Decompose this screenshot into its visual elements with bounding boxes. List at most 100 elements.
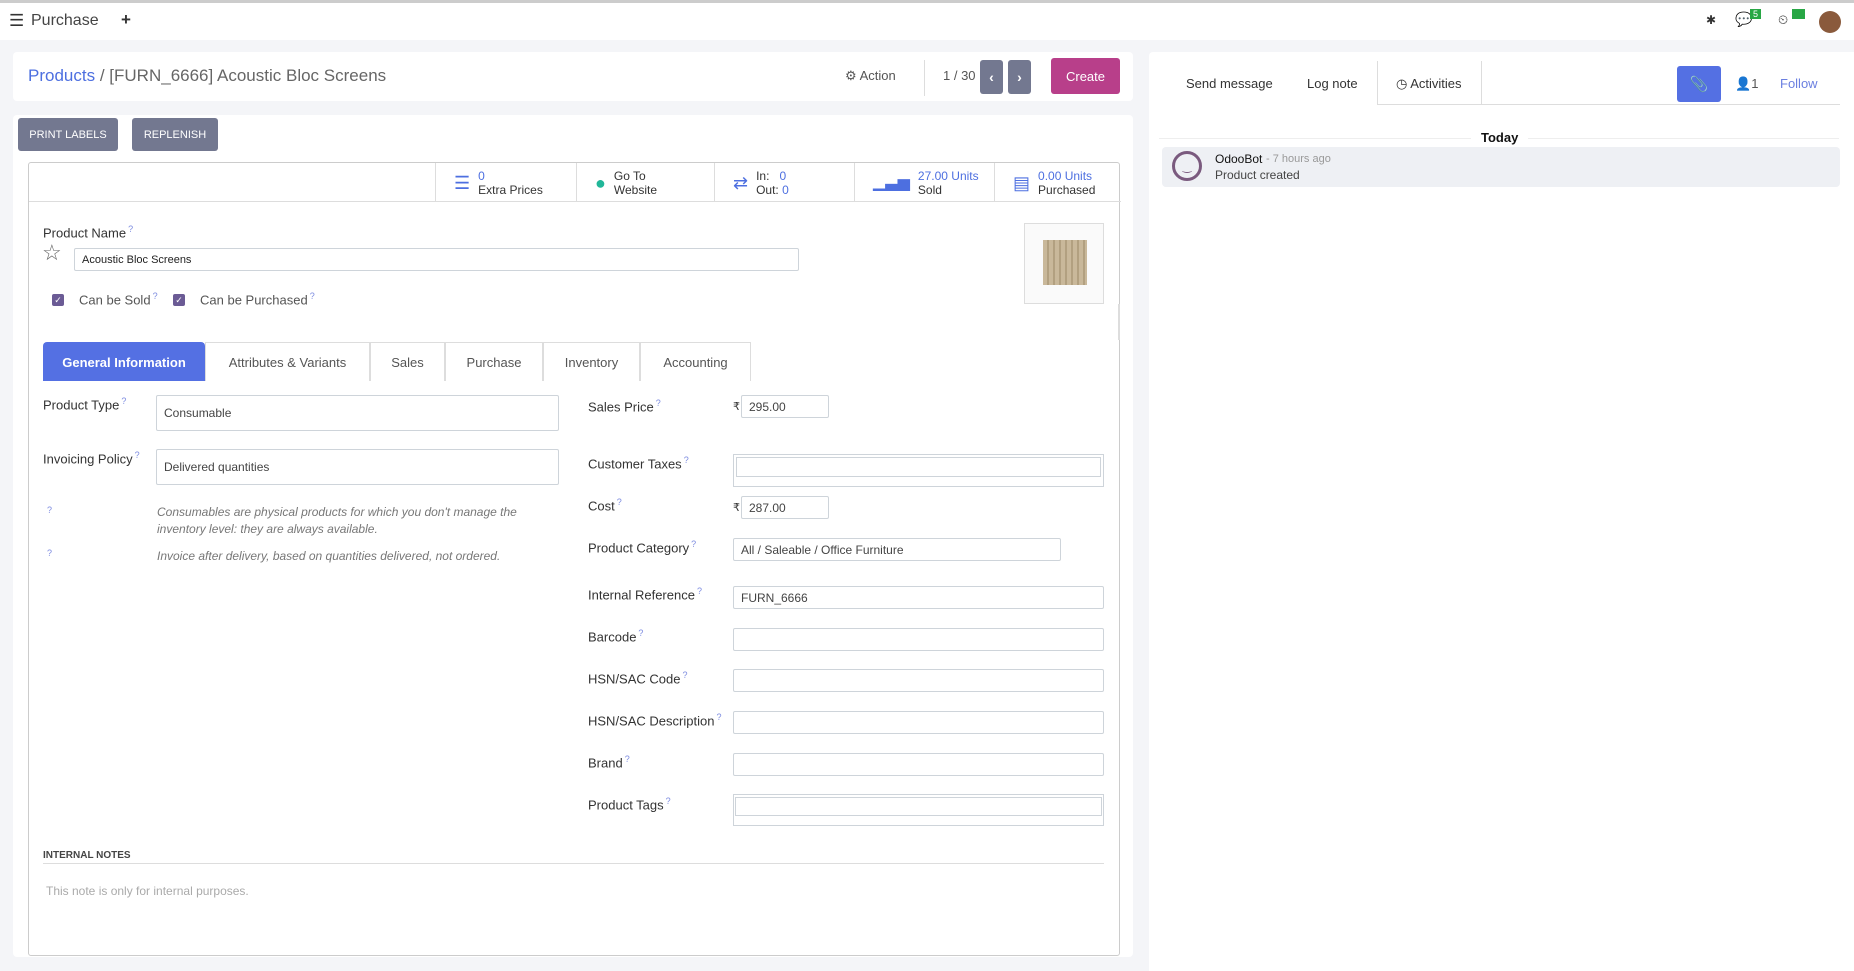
activities-label: Activities <box>1410 76 1462 91</box>
quick-create-icon[interactable]: + <box>121 10 131 29</box>
can-be-sold-label: Can be Sold? <box>79 291 158 308</box>
attachment-button[interactable]: 📎 <box>1677 66 1721 102</box>
send-message-button[interactable]: Send message <box>1186 76 1273 91</box>
tab-purchase[interactable]: Purchase <box>445 342 543 381</box>
can-be-sold-checkbox[interactable]: ✓ <box>52 291 64 306</box>
website-label-2: Website <box>613 182 658 197</box>
chatter: Send message Log note ◷ Activities 📎 👤1 … <box>1149 52 1854 971</box>
favorite-star-icon[interactable]: ☆ <box>42 240 62 265</box>
messages-icon[interactable]: 💬 <box>1735 11 1753 27</box>
pager-previous-button[interactable]: ‹ <box>980 60 1003 94</box>
product-name-input[interactable]: Acoustic Bloc Screens <box>74 248 799 271</box>
create-button[interactable]: Create <box>1051 58 1120 94</box>
product-tags-input[interactable] <box>733 794 1104 826</box>
out-label: Out: <box>756 182 779 197</box>
activities-button[interactable]: ◷ Activities <box>1396 76 1462 92</box>
tab-inventory[interactable]: Inventory <box>543 342 640 381</box>
tab-accounting[interactable]: Accounting <box>640 342 751 381</box>
action-button[interactable]: ⚙ Action <box>845 68 896 84</box>
brand-label: Brand? <box>588 754 630 771</box>
tab-sales[interactable]: Sales <box>370 342 445 381</box>
tab-attributes-variants[interactable]: Attributes & Variants <box>205 342 370 381</box>
product-image[interactable] <box>1024 223 1104 304</box>
can-be-purchased-checkbox[interactable]: ✓ <box>173 291 185 306</box>
credit-card-icon: ▤ <box>1013 172 1031 193</box>
tab-general-information[interactable]: General Information <box>43 342 205 381</box>
internal-notes-input[interactable]: This note is only for internal purposes. <box>46 884 249 898</box>
sales-price-label: Sales Price? <box>588 398 661 415</box>
message-time: - 7 hours ago <box>1266 153 1331 165</box>
transfer-icon: ⇄ <box>733 172 749 193</box>
brand-input[interactable] <box>733 753 1104 776</box>
product-name-label: Product Name? <box>43 224 134 241</box>
cost-input[interactable]: 287.00 <box>741 496 829 519</box>
divider <box>924 60 925 96</box>
followers-button[interactable]: 👤1 <box>1735 76 1758 92</box>
extra-prices-button[interactable]: ☰ 0 Extra Prices <box>435 163 576 202</box>
app-title[interactable]: Purchase <box>31 12 99 29</box>
sold-label: Sold <box>917 182 942 197</box>
activities-badge: 0 <box>1792 9 1806 19</box>
follow-button[interactable]: Follow <box>1780 76 1818 91</box>
messages-badge: 5 <box>1750 9 1762 19</box>
message-author[interactable]: OdooBot <box>1215 152 1263 166</box>
customer-taxes-input[interactable] <box>733 454 1104 487</box>
in-label: In: <box>756 168 770 183</box>
barcode-input[interactable] <box>733 628 1104 651</box>
internal-notes-title: INTERNAL NOTES <box>43 850 131 861</box>
breadcrumb-current: [FURN_6666] Acoustic Bloc Screens <box>109 66 387 85</box>
debug-icon[interactable]: ✱ <box>1706 13 1717 27</box>
purchased-label: Purchased <box>1038 182 1096 197</box>
signal-icon: ▁▃▅ <box>873 173 910 191</box>
action-label: Action <box>859 68 896 83</box>
currency-symbol: ₹ <box>733 502 740 514</box>
today-label: Today <box>1471 130 1529 145</box>
button-box: ☰ 0 Extra Prices ● Go To Website ⇄ In: 0 Out: … <box>29 163 1121 202</box>
gear-icon: ⚙ <box>845 68 857 83</box>
list-icon: ☰ <box>454 172 471 193</box>
user-icon: 👤 <box>1735 76 1752 91</box>
sales-price-input[interactable]: 295.00 <box>741 395 829 418</box>
in-value: 0 <box>779 168 787 183</box>
top-navbar: ☰ Purchase + ✱ 💬 5 ⏲ 0 <box>0 0 1854 40</box>
extra-prices-label: Extra Prices <box>478 182 543 197</box>
replenish-button[interactable]: REPLENISH <box>132 118 218 151</box>
help-icon: ? <box>47 505 53 515</box>
sold-button[interactable]: ▁▃▅ 27.00 Units Sold <box>854 163 994 202</box>
globe-icon: ● <box>595 172 606 193</box>
internal-notes-divider <box>43 863 1104 864</box>
help-icon: ? <box>47 548 53 558</box>
product-image-screen <box>1043 240 1087 285</box>
pager-value[interactable]: 1 / 30 <box>943 68 976 83</box>
purchased-value: 0.00 Units <box>1038 168 1093 183</box>
sheet-separator <box>1118 304 1120 340</box>
log-note-button[interactable]: Log note <box>1307 76 1358 91</box>
can-be-purchased-label: Can be Purchased? <box>200 291 315 308</box>
hsn-description-label: HSN/SAC Description? <box>588 712 722 729</box>
invoicing-policy-help: Invoice after delivery, based on quantit… <box>157 549 501 563</box>
message-item: ‿ OdooBot - 7 hours ago Product created <box>1162 147 1840 187</box>
tab-pane <box>29 381 1119 382</box>
go-to-website-button[interactable]: ● Go To Website <box>576 163 714 202</box>
chatter-tab-separator <box>1377 61 1378 104</box>
sold-value: 27.00 Units <box>917 168 979 183</box>
website-label-1: Go To <box>613 168 646 183</box>
internal-reference-input[interactable]: FURN_6666 <box>733 586 1104 609</box>
pager-next-button[interactable]: › <box>1008 60 1031 94</box>
odoobot-avatar: ‿ <box>1172 151 1202 181</box>
avatar[interactable] <box>1819 11 1841 33</box>
hsn-code-input[interactable] <box>733 669 1104 692</box>
breadcrumb-products[interactable]: Products <box>28 66 96 85</box>
menu-icon[interactable]: ☰ <box>9 11 25 30</box>
product-type-label: Product Type? <box>43 396 127 413</box>
hsn-description-input[interactable] <box>733 711 1104 734</box>
cost-label: Cost? <box>588 497 622 514</box>
in-out-button[interactable]: ⇄ In: 0 Out: 0 <box>714 163 854 202</box>
purchased-button[interactable]: ▤ 0.00 Units Purchased <box>994 163 1121 202</box>
followers-count: 1 <box>1751 76 1759 91</box>
product-category-input[interactable]: All / Saleable / Office Furniture <box>733 538 1061 561</box>
activities-icon[interactable]: ⏲ <box>1778 12 1789 27</box>
product-type-select[interactable]: Consumable <box>156 395 559 431</box>
invoicing-policy-select[interactable]: Delivered quantities <box>156 449 559 485</box>
print-labels-button[interactable]: PRINT LABELS <box>18 118 118 151</box>
